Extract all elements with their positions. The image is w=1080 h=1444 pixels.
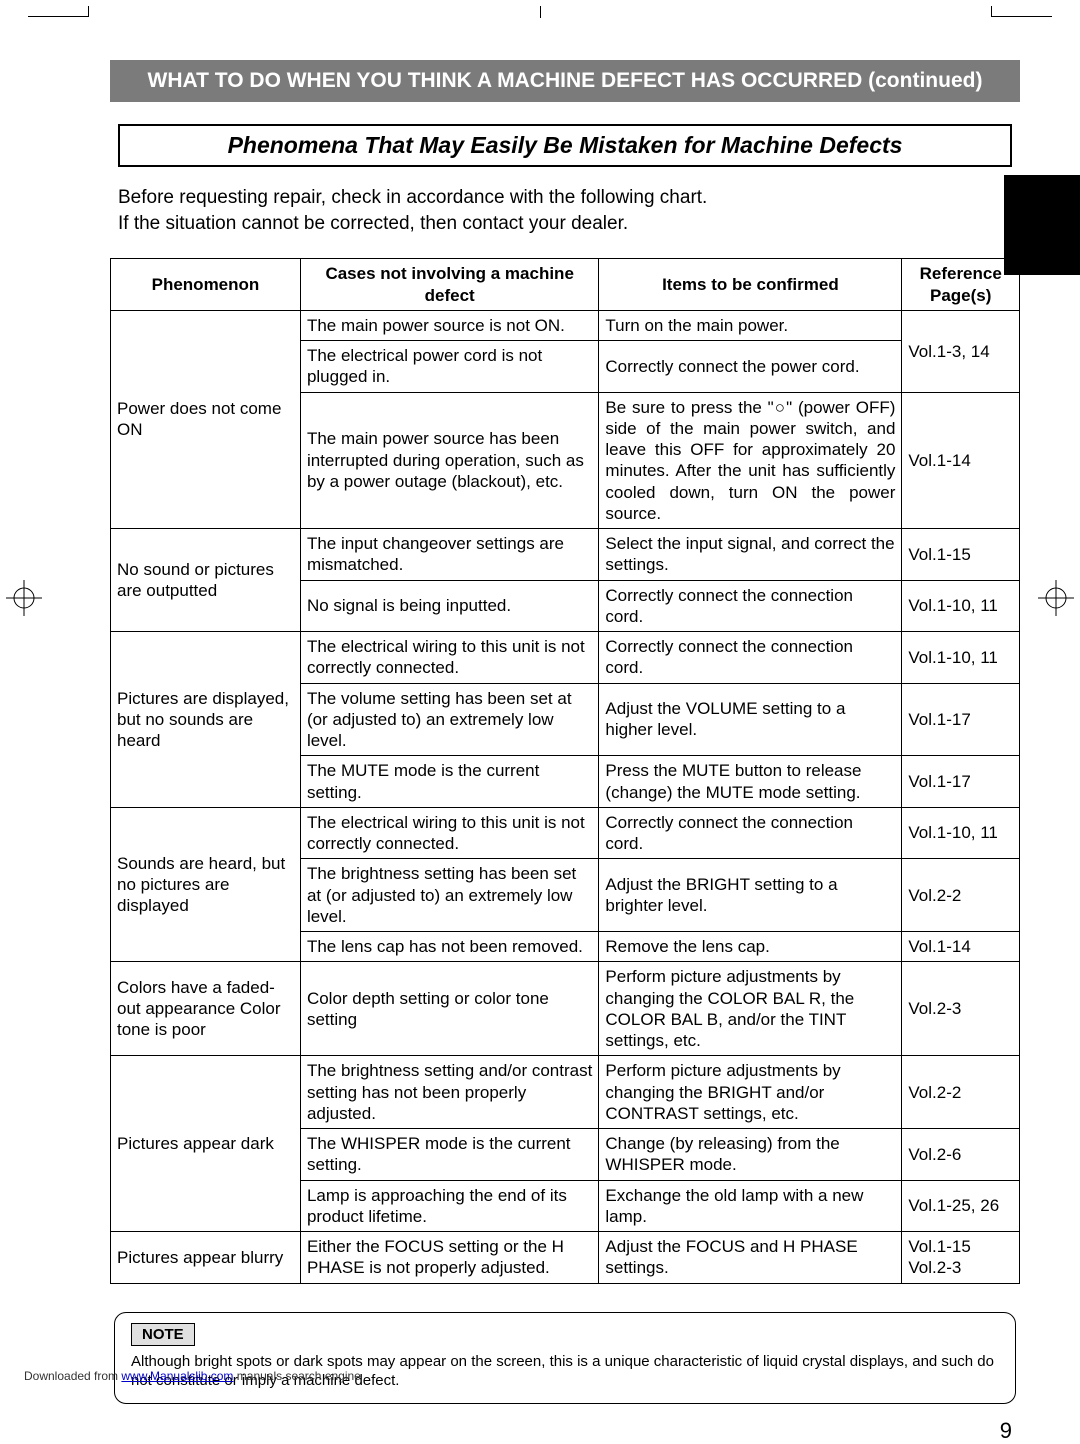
cell-case: The electrical wiring to this unit is no…: [300, 807, 598, 859]
cell-item: Turn on the main power.: [599, 310, 902, 340]
cell-case: The WHISPER mode is the current setting.: [300, 1129, 598, 1181]
cell-ref: Vol.1-17: [902, 756, 1020, 808]
table-row: Colors have a faded-out appearance Color…: [111, 962, 1020, 1056]
note-label: NOTE: [131, 1323, 195, 1346]
cell-case: The electrical wiring to this unit is no…: [300, 632, 598, 684]
cell-case: The volume setting has been set at (or a…: [300, 683, 598, 756]
cell-case: Color depth setting or color tone settin…: [300, 962, 598, 1056]
footer-pre: Downloaded from: [24, 1369, 121, 1383]
cell-ref: Vol.2-6: [902, 1129, 1020, 1181]
cell-item: Correctly connect the power cord.: [599, 341, 902, 393]
th-reference: Reference Page(s): [902, 259, 1020, 311]
cell-item: Be sure to press the "○" (power OFF) sid…: [599, 392, 902, 529]
cell-case: The main power source has been interrupt…: [300, 392, 598, 529]
footer-link[interactable]: www.Manualslib.com: [121, 1369, 233, 1383]
table-row: Pictures appear blurry Either the FOCUS …: [111, 1232, 1020, 1284]
subtitle: Phenomena That May Easily Be Mistaken fo…: [132, 132, 998, 159]
cell-case: Either the FOCUS setting or the H PHASE …: [300, 1232, 598, 1284]
cell-item: Select the input signal, and correct the…: [599, 529, 902, 581]
intro-line-2: If the situation cannot be corrected, th…: [118, 213, 628, 234]
cell-ref: Vol.1-14: [902, 392, 1020, 529]
section-banner: WHAT TO DO WHEN YOU THINK A MACHINE DEFE…: [110, 60, 1020, 102]
subtitle-box: Phenomena That May Easily Be Mistaken fo…: [118, 124, 1012, 167]
cell-ref: Vol.2-3: [902, 962, 1020, 1056]
page-number: 9: [110, 1418, 1020, 1444]
cell-item: Adjust the FOCUS and H PHASE settings.: [599, 1232, 902, 1284]
side-tab: [1004, 175, 1080, 275]
cell-case: The lens cap has not been removed.: [300, 932, 598, 962]
table-row: No sound or pictures are outputted The i…: [111, 529, 1020, 581]
cell-phenomenon: Sounds are heard, but no pictures are di…: [111, 807, 301, 962]
table-row: Pictures appear dark The brightness sett…: [111, 1056, 1020, 1129]
cell-phenomenon: Pictures appear dark: [111, 1056, 301, 1232]
cell-ref: Vol.1-10, 11: [902, 580, 1020, 632]
cell-ref: Vol.2-2: [902, 859, 1020, 932]
cell-case: The electrical power cord is not plugged…: [300, 341, 598, 393]
cell-phenomenon: No sound or pictures are outputted: [111, 529, 301, 632]
cell-item: Correctly connect the connection cord.: [599, 807, 902, 859]
cell-item: Adjust the BRIGHT setting to a brighter …: [599, 859, 902, 932]
footer-post: manuals search engine: [233, 1369, 360, 1383]
cell-case: Lamp is approaching the end of its produ…: [300, 1180, 598, 1232]
cell-ref: Vol.1-3, 14: [902, 310, 1020, 392]
cell-ref: Vol.2-2: [902, 1056, 1020, 1129]
footer: Downloaded from www.Manualslib.com manua…: [24, 1369, 361, 1383]
cell-ref: Vol.1-14: [902, 932, 1020, 962]
registration-mark-left: [6, 580, 42, 616]
cell-phenomenon: Colors have a faded-out appearance Color…: [111, 962, 301, 1056]
cell-phenomenon: Power does not come ON: [111, 310, 301, 528]
cell-item: Correctly connect the connection cord.: [599, 580, 902, 632]
troubleshoot-table: Phenomenon Cases not involving a machine…: [110, 258, 1020, 1283]
cell-case: The brightness setting and/or contrast s…: [300, 1056, 598, 1129]
cell-ref: Vol.1-17: [902, 683, 1020, 756]
cell-item: Change (by releasing) from the WHISPER m…: [599, 1129, 902, 1181]
crop-marks-top: [0, 6, 1080, 20]
cell-case: The brightness setting has been set at (…: [300, 859, 598, 932]
cell-item: Adjust the VOLUME setting to a higher le…: [599, 683, 902, 756]
cell-case: The MUTE mode is the current setting.: [300, 756, 598, 808]
cell-ref: Vol.1-10, 11: [902, 807, 1020, 859]
registration-mark-right: [1038, 580, 1074, 616]
cell-case: No signal is being inputted.: [300, 580, 598, 632]
intro-text: Before requesting repair, check in accor…: [118, 185, 1012, 236]
cell-phenomenon: Pictures appear blurry: [111, 1232, 301, 1284]
th-cases: Cases not involving a machine defect: [300, 259, 598, 311]
cell-item: Perform picture adjustments by changing …: [599, 1056, 902, 1129]
cell-ref: Vol.1-15: [902, 529, 1020, 581]
th-items: Items to be confirmed: [599, 259, 902, 311]
cell-ref: Vol.1-25, 26: [902, 1180, 1020, 1232]
cell-item: Remove the lens cap.: [599, 932, 902, 962]
note-box: NOTE Although bright spots or dark spots…: [114, 1312, 1016, 1404]
cell-ref: Vol.1-10, 11: [902, 632, 1020, 684]
cell-item: Press the MUTE button to release (change…: [599, 756, 902, 808]
cell-item: Perform picture adjustments by changing …: [599, 962, 902, 1056]
cell-case: The input changeover settings are mismat…: [300, 529, 598, 581]
cell-phenomenon: Pictures are displayed, but no sounds ar…: [111, 632, 301, 808]
table-row: Power does not come ON The main power so…: [111, 310, 1020, 340]
cell-case: The main power source is not ON.: [300, 310, 598, 340]
table-row: Sounds are heard, but no pictures are di…: [111, 807, 1020, 859]
table-header-row: Phenomenon Cases not involving a machine…: [111, 259, 1020, 311]
cell-item: Exchange the old lamp with a new lamp.: [599, 1180, 902, 1232]
th-phenomenon: Phenomenon: [111, 259, 301, 311]
cell-item: Correctly connect the connection cord.: [599, 632, 902, 684]
intro-line-1: Before requesting repair, check in accor…: [118, 187, 707, 208]
table-row: Pictures are displayed, but no sounds ar…: [111, 632, 1020, 684]
cell-ref: Vol.1-15 Vol.2-3: [902, 1232, 1020, 1284]
